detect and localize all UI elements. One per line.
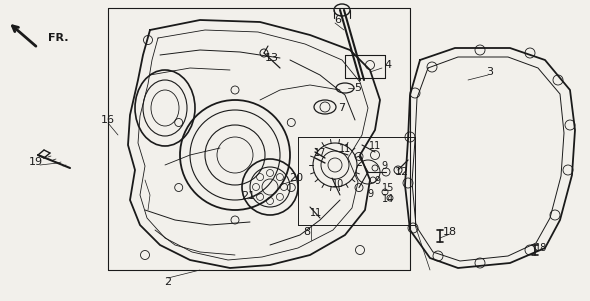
Text: 18: 18 bbox=[443, 227, 457, 237]
Text: 11: 11 bbox=[310, 208, 322, 218]
Text: 8: 8 bbox=[303, 227, 310, 237]
Text: 9: 9 bbox=[367, 189, 373, 199]
Text: 19: 19 bbox=[29, 157, 43, 167]
Text: 11: 11 bbox=[339, 144, 351, 154]
Text: 5: 5 bbox=[355, 83, 362, 93]
Text: 17: 17 bbox=[314, 148, 326, 158]
Text: 20: 20 bbox=[289, 173, 303, 183]
Text: 9: 9 bbox=[374, 176, 380, 186]
Text: 16: 16 bbox=[101, 115, 115, 125]
Text: 14: 14 bbox=[382, 194, 394, 204]
Text: 10: 10 bbox=[332, 179, 344, 189]
Text: 2: 2 bbox=[165, 277, 172, 287]
Text: 21: 21 bbox=[241, 191, 255, 201]
Text: 18: 18 bbox=[535, 243, 547, 253]
Text: 13: 13 bbox=[265, 53, 279, 63]
Text: 9: 9 bbox=[381, 161, 387, 171]
Text: FR.: FR. bbox=[48, 33, 68, 43]
Text: 15: 15 bbox=[382, 183, 394, 193]
Text: 7: 7 bbox=[339, 103, 346, 113]
Text: 4: 4 bbox=[385, 60, 392, 70]
Text: 12: 12 bbox=[395, 167, 409, 177]
Text: 6: 6 bbox=[335, 15, 342, 25]
Text: 11: 11 bbox=[369, 141, 381, 151]
Text: 3: 3 bbox=[487, 67, 493, 77]
